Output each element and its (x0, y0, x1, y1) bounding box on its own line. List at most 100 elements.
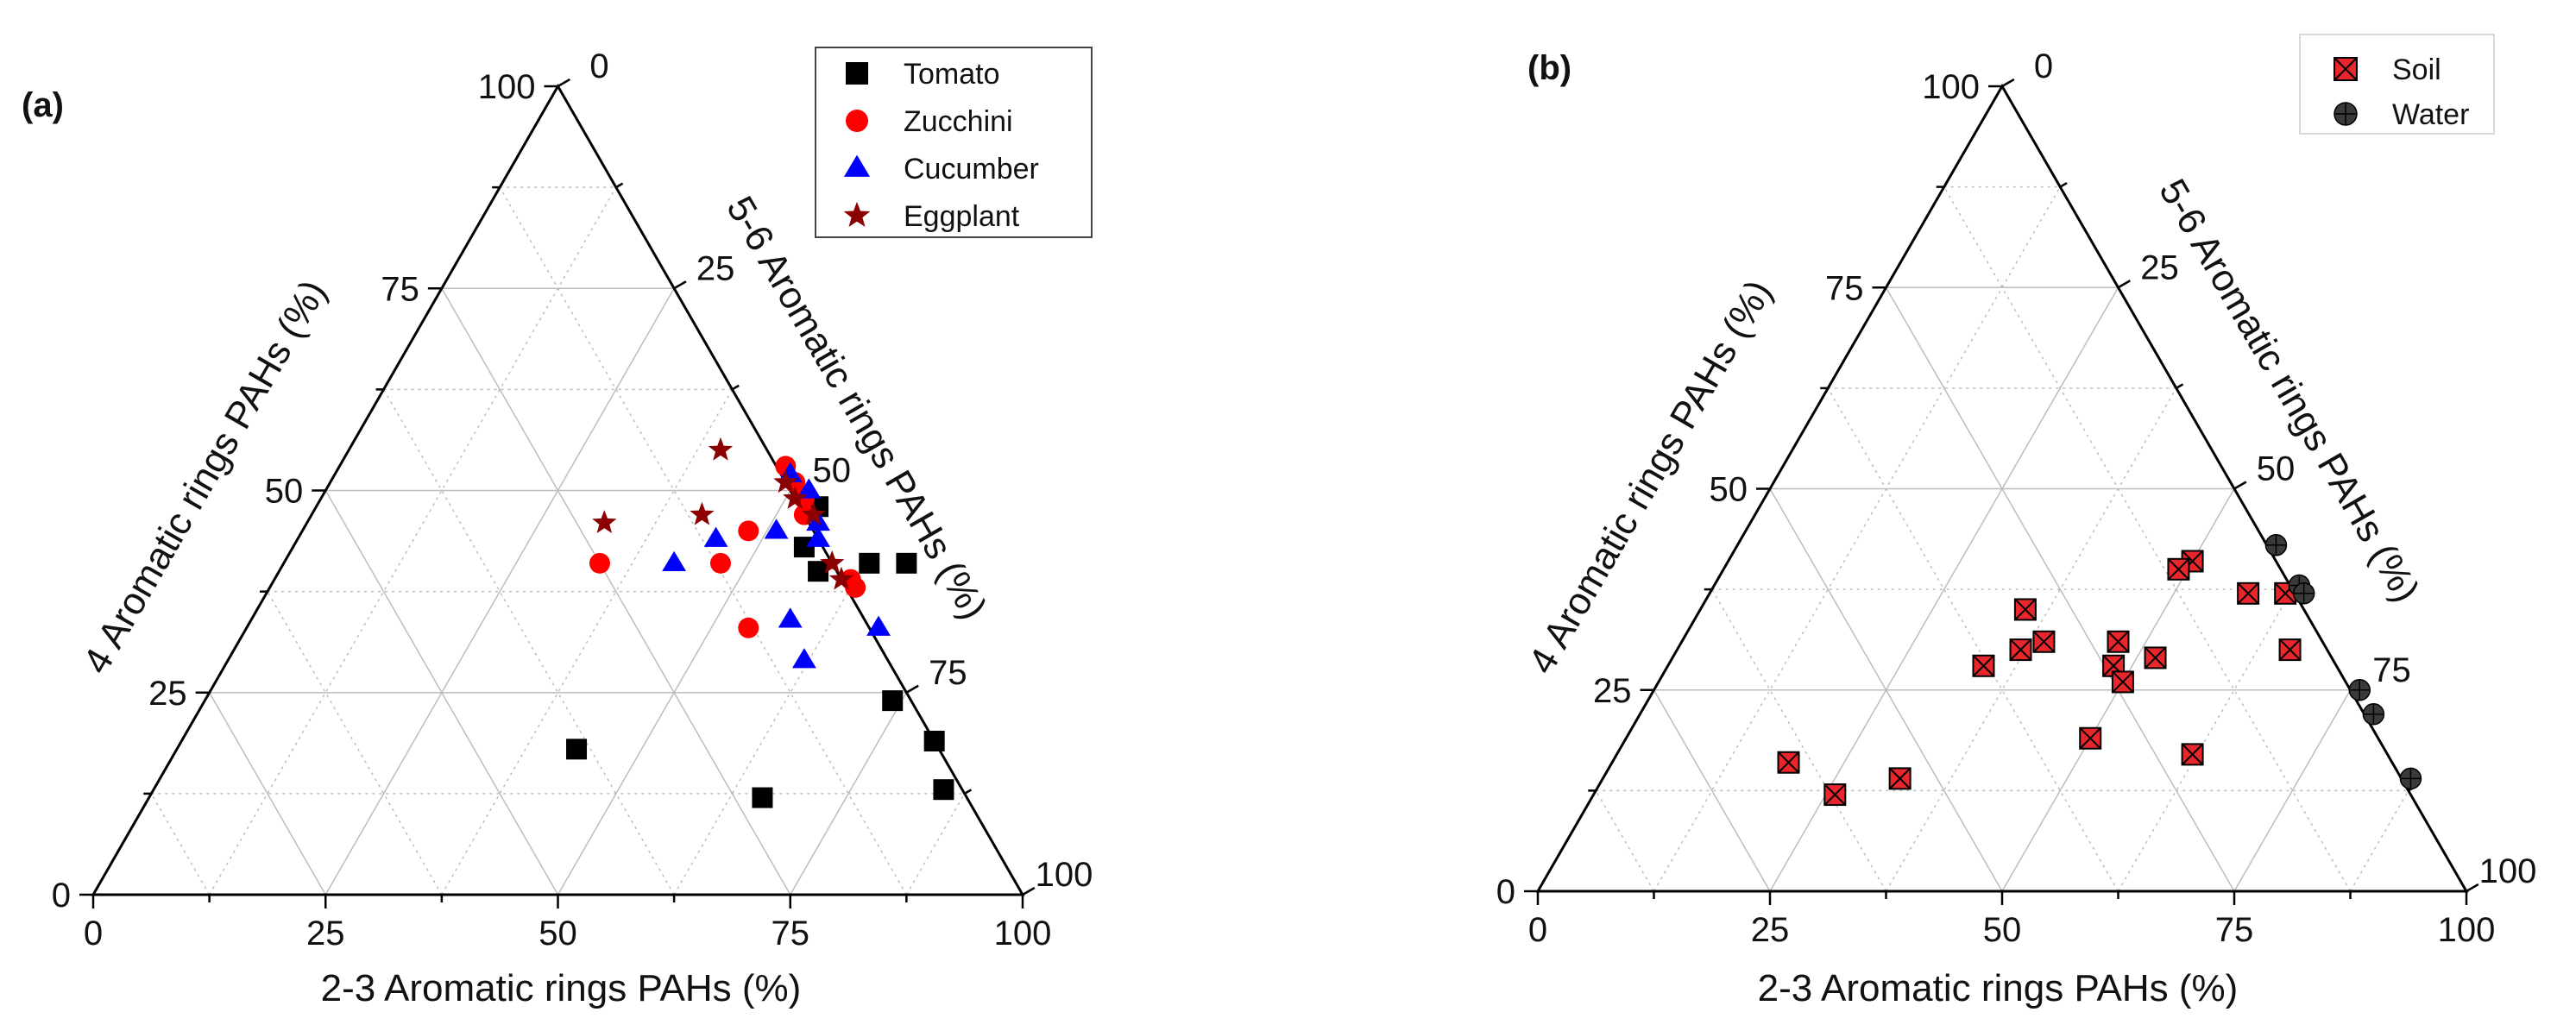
point-water (2399, 767, 2422, 790)
grid-line-bottom (1653, 186, 2061, 892)
legend-label-water: Water (2392, 98, 2469, 131)
right-tick (557, 78, 570, 88)
legend-marker-eggplant (843, 201, 871, 227)
bottom-axis-title-b: 2-3 Aromatic rings PAHs (%) (1758, 967, 2239, 1009)
point-soil (2107, 630, 2130, 653)
legend-marker-zucchini (846, 110, 868, 132)
legend-marker-cucumber (843, 154, 871, 177)
point-zucchini (738, 617, 759, 638)
legend-label-eggplant: Eggplant (904, 200, 1020, 233)
point-eggplant (773, 469, 798, 493)
left-tick-label: 25 (148, 675, 187, 713)
grid-a (150, 186, 966, 896)
point-soil (2013, 598, 2037, 621)
point-tomato (752, 787, 773, 808)
panel-label-a: (a) (22, 86, 64, 124)
point-cucumber (662, 550, 687, 571)
bottom-tick-label: 50 (1983, 911, 2022, 949)
point-soil (2278, 638, 2302, 662)
right-tick-label: 50 (2257, 450, 2296, 488)
point-zucchini (589, 552, 610, 574)
point-soil (2167, 557, 2190, 581)
legend-a: Tomato Zucchini Cucumber Eggplant (815, 47, 1093, 238)
bottom-tick-label: 75 (2215, 911, 2254, 949)
point-tomato (808, 561, 829, 582)
point-soil (2111, 670, 2134, 694)
grid-line-right (1943, 186, 2352, 892)
grid-line-bottom (905, 793, 966, 896)
grid-line-right (267, 591, 443, 896)
right-tick-label: 0 (2034, 47, 2053, 85)
right-tick (2001, 78, 2015, 88)
right-tick (2176, 383, 2184, 389)
grid-line-right (1711, 588, 1887, 892)
left-tick-label: 0 (1496, 873, 1515, 911)
right-tick (905, 684, 919, 694)
grid-line-right (1885, 286, 2235, 892)
point-water (2264, 534, 2288, 556)
right-tick (673, 280, 687, 290)
point-soil (2032, 630, 2056, 653)
right-tick-label: 50 (813, 452, 852, 490)
point-soil (2237, 582, 2260, 605)
grid-line-right (324, 490, 559, 896)
grid-line-right (150, 793, 211, 896)
grid-line-bottom (673, 591, 849, 896)
grid-line-bottom (2233, 689, 2352, 892)
point-soil (1888, 767, 1912, 790)
point-zucchini (845, 576, 866, 598)
grid-line-bottom (441, 389, 734, 896)
right-tick (964, 789, 973, 795)
point-eggplant (820, 550, 845, 574)
bottom-axis-title-a: 2-3 Aromatic rings PAHs (%) (321, 967, 802, 1009)
right-tick-label: 75 (929, 654, 967, 692)
right-tick (731, 384, 740, 391)
legend-label-soil: Soil (2392, 53, 2441, 86)
point-soil (2181, 743, 2204, 766)
left-tick-label: 0 (52, 877, 71, 915)
grid-line-right (382, 389, 675, 896)
grid-line-right (441, 287, 791, 896)
bottom-tick-label: 100 (2438, 911, 2496, 949)
bottom-tick-label: 25 (1751, 911, 1790, 949)
right-tick (2233, 481, 2247, 490)
right-tick (2117, 280, 2131, 289)
right-tick (2466, 883, 2479, 893)
point-tomato (933, 779, 954, 801)
legend-marker-water (2334, 102, 2358, 126)
bottom-tick-label: 50 (539, 915, 577, 952)
right-tick-label: 100 (1036, 856, 1093, 894)
grid-line-bottom (324, 287, 675, 896)
grid-line-right (499, 186, 908, 896)
grid-line-bottom (2117, 588, 2293, 892)
left-tick-label: 25 (1593, 672, 1632, 710)
point-soil (2009, 638, 2032, 662)
right-tick-label: 25 (2140, 248, 2179, 286)
point-eggplant (708, 437, 734, 461)
right-tick-label: 75 (2372, 651, 2411, 689)
point-tomato (566, 739, 588, 760)
point-soil (1777, 751, 1800, 774)
grid-line-bottom (208, 186, 617, 896)
point-soil (1823, 783, 1847, 807)
point-zucchini (738, 520, 759, 542)
bottom-tick-label: 25 (306, 915, 345, 952)
left-tick-label: 50 (1710, 471, 1748, 509)
points-a (566, 437, 954, 808)
bottom-tick-label: 0 (84, 915, 103, 952)
point-water (2348, 679, 2371, 701)
point-eggplant (592, 510, 617, 533)
point-cucumber (703, 526, 728, 547)
points-b (1777, 534, 2422, 807)
bottom-tick-label: 75 (772, 915, 810, 952)
right-tick-label: 100 (2479, 852, 2537, 890)
bottom-tick-label: 100 (994, 915, 1052, 952)
right-tick-label: 25 (696, 249, 735, 287)
legend-label-cucumber: Cucumber (904, 153, 1039, 185)
point-soil (1972, 654, 1995, 677)
point-soil (2144, 646, 2167, 670)
